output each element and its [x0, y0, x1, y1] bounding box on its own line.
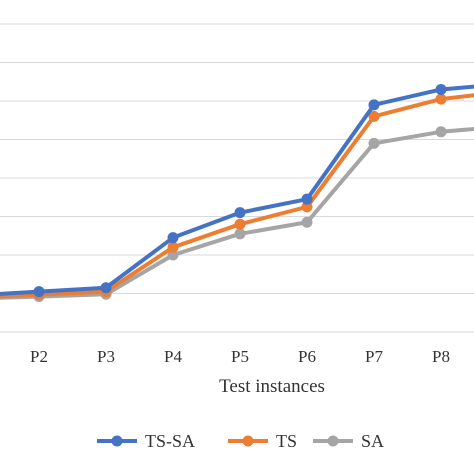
data-point	[368, 110, 380, 122]
series-ts-sa	[0, 83, 474, 298]
series-ts	[0, 93, 474, 301]
x-axis-title: Test instances	[219, 376, 325, 397]
x-tick-label: P2	[30, 347, 48, 366]
series-line	[0, 93, 474, 299]
data-point	[234, 228, 246, 240]
legend-label: SA	[361, 431, 384, 451]
legend-label: TS	[276, 431, 297, 451]
legend-swatch-marker	[242, 435, 254, 447]
data-point	[234, 207, 246, 219]
legend-label: TS-SA	[145, 431, 195, 451]
series-layer	[0, 83, 474, 303]
data-point	[301, 201, 313, 213]
legend-swatch-marker	[327, 435, 339, 447]
data-point	[167, 241, 179, 253]
data-point	[100, 282, 112, 294]
x-tick-labels: P2 P3 P4 P5 P6 P7 P8	[30, 347, 450, 366]
data-point	[234, 218, 246, 230]
x-tick-label: P3	[97, 347, 115, 366]
data-point	[368, 137, 380, 149]
data-point	[301, 193, 313, 205]
data-point	[167, 232, 179, 244]
legend-item-ts: TS	[228, 431, 297, 451]
legend-swatch-marker	[111, 435, 123, 447]
data-point	[33, 286, 45, 298]
data-point	[368, 99, 380, 111]
x-tick-label: P7	[365, 347, 383, 366]
data-point	[435, 126, 447, 138]
data-point	[301, 216, 313, 228]
data-point	[167, 249, 179, 261]
data-point	[435, 93, 447, 105]
x-tick-label: P8	[432, 347, 450, 366]
x-tick-label: P6	[298, 347, 316, 366]
series-line	[0, 84, 474, 296]
gridlines	[0, 23, 474, 333]
legend-item-ts-sa: TS-SA	[97, 431, 195, 451]
legend: TS-SA TS SA	[97, 431, 384, 451]
data-point	[435, 83, 447, 95]
legend-item-sa: SA	[313, 431, 384, 451]
x-tick-label: P5	[231, 347, 249, 366]
x-tick-label: P4	[164, 347, 182, 366]
